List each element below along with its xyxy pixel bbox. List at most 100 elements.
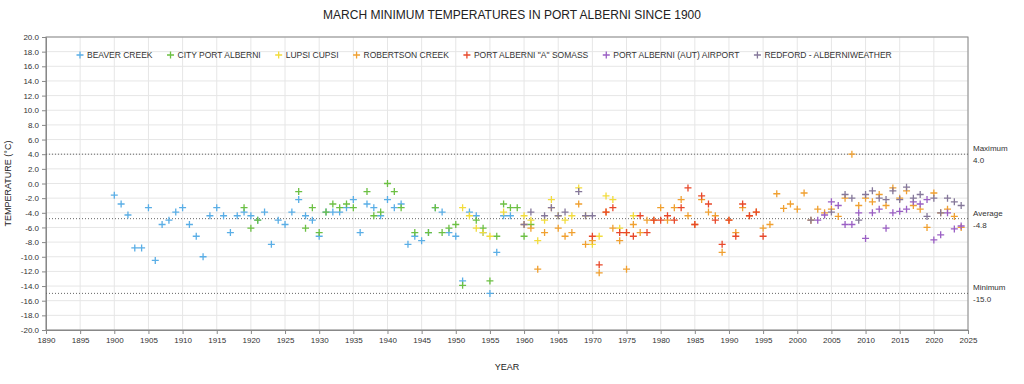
point xyxy=(807,217,814,224)
tick-label: 14.0 xyxy=(23,77,39,86)
point xyxy=(541,229,548,236)
tick-mark xyxy=(42,184,46,185)
tick-mark xyxy=(80,330,81,334)
tick-mark xyxy=(42,81,46,82)
reference-lines: Maximum4.0Average-4.8Minimum-15.0 xyxy=(46,144,1008,304)
point xyxy=(678,204,685,211)
point xyxy=(459,204,466,211)
x-tick: 2015 xyxy=(891,330,909,345)
tick-mark xyxy=(490,330,491,334)
point xyxy=(889,209,896,216)
point xyxy=(220,212,227,219)
tick-label: -10.0 xyxy=(21,253,40,262)
point xyxy=(288,209,295,216)
point xyxy=(958,202,965,209)
point xyxy=(282,221,289,228)
grid-line xyxy=(46,154,968,155)
point xyxy=(821,211,828,218)
tick-mark xyxy=(661,330,662,334)
point xyxy=(944,195,951,202)
point xyxy=(418,237,425,244)
tick-label: 18.0 xyxy=(23,48,39,57)
point xyxy=(664,212,671,219)
tick-mark xyxy=(114,330,115,334)
point xyxy=(500,209,507,216)
y-tick: 6.0 xyxy=(28,136,46,145)
legend-label: REDFORD - ALBERNIWEATHER xyxy=(764,50,891,60)
point xyxy=(254,217,261,224)
point xyxy=(227,229,234,236)
tick-mark xyxy=(42,52,46,53)
tick-mark xyxy=(42,257,46,258)
tick-mark xyxy=(42,213,46,214)
grid-line xyxy=(46,315,968,316)
point xyxy=(951,198,958,205)
plot-area xyxy=(46,37,968,330)
point xyxy=(657,217,664,224)
point xyxy=(684,184,691,191)
y-tick: 10.0 xyxy=(23,106,46,115)
reference-value: -15.0 xyxy=(973,295,992,304)
reference-line xyxy=(46,293,968,294)
point xyxy=(521,233,528,240)
point xyxy=(603,209,610,216)
grid-line xyxy=(182,37,183,330)
point xyxy=(159,221,166,228)
point xyxy=(746,212,753,219)
point xyxy=(562,233,569,240)
point xyxy=(869,209,876,216)
point xyxy=(876,206,883,213)
tick-mark xyxy=(42,301,46,302)
point xyxy=(316,229,323,236)
tick-label: 1905 xyxy=(140,336,158,345)
grid-line xyxy=(763,37,764,330)
legend-swatch xyxy=(275,52,282,59)
tick-label: 1930 xyxy=(311,336,329,345)
series xyxy=(241,180,535,289)
point xyxy=(213,204,220,211)
point xyxy=(247,212,254,219)
tick-mark xyxy=(763,330,764,334)
point xyxy=(425,229,432,236)
point xyxy=(684,212,691,219)
point xyxy=(555,212,562,219)
point xyxy=(937,209,944,216)
point xyxy=(623,266,630,273)
point xyxy=(596,233,603,240)
legend-label: BEAVER CREEK xyxy=(87,50,153,60)
point xyxy=(343,201,350,208)
point xyxy=(575,188,582,195)
tick-label: 1915 xyxy=(208,336,226,345)
tick-label: 1945 xyxy=(413,336,431,345)
point xyxy=(766,221,773,228)
point xyxy=(739,201,746,208)
point xyxy=(855,209,862,216)
reference-label: Maximum xyxy=(973,144,1008,153)
x-tick: 1930 xyxy=(311,330,329,345)
point xyxy=(541,212,548,219)
x-tick: 2025 xyxy=(960,330,978,345)
point xyxy=(384,180,391,187)
point xyxy=(568,212,575,219)
tick-label: -14.0 xyxy=(21,282,40,291)
x-tick: 1920 xyxy=(242,330,260,345)
tick-mark xyxy=(558,330,559,334)
point xyxy=(753,209,760,216)
grid-line xyxy=(865,37,866,330)
x-tick: 2005 xyxy=(823,330,841,345)
y-tick: -14.0 xyxy=(21,282,46,291)
tick-mark xyxy=(934,330,935,334)
point xyxy=(295,196,302,203)
point xyxy=(562,209,569,216)
series xyxy=(459,184,637,247)
y-axis-title: TEMPERATURE (°C) xyxy=(3,141,13,227)
point xyxy=(869,198,876,205)
x-tick: 1950 xyxy=(447,330,465,345)
tick-label: 6.0 xyxy=(28,136,40,145)
tick-label: 1955 xyxy=(482,336,500,345)
point xyxy=(855,202,862,209)
point xyxy=(644,229,651,236)
tick-mark xyxy=(42,125,46,126)
tick-mark xyxy=(217,330,218,334)
grid-line xyxy=(46,168,968,169)
